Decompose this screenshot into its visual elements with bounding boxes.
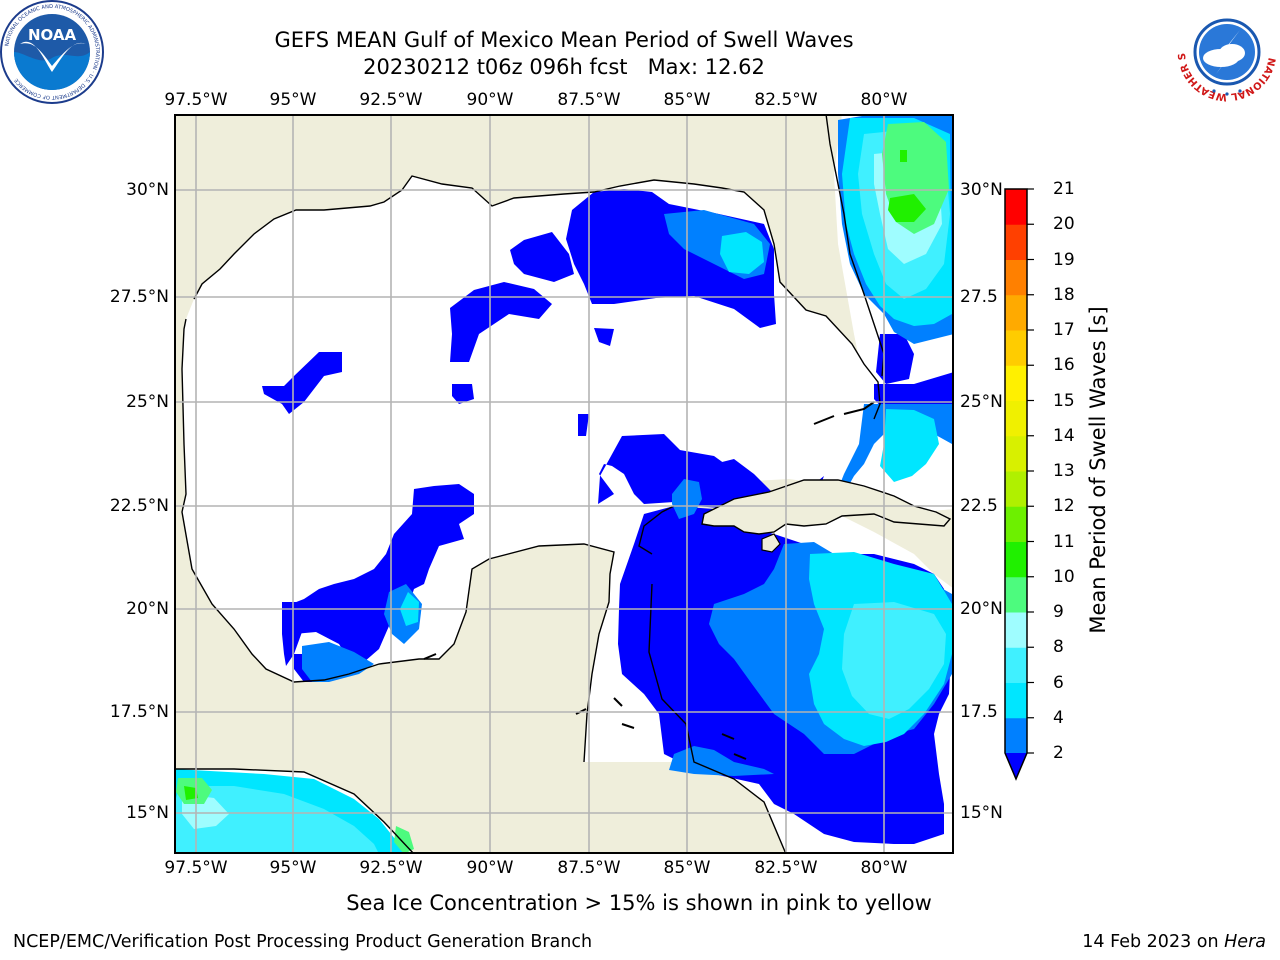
- colorbar-segment: [1005, 365, 1027, 401]
- coastlines: [174, 114, 885, 854]
- colorbar-segment: [1005, 682, 1027, 719]
- lon-label-bottom: 80°W: [860, 858, 908, 878]
- colorbar-tick-label: 2: [1053, 743, 1064, 763]
- colorbar-tick-label: 14: [1053, 425, 1075, 446]
- colorbar-segments: [1005, 189, 1027, 779]
- lon-label-top: 80°W: [860, 90, 908, 110]
- noaa-logo: NATIONAL OCEANIC AND ATMOSPHERIC ADMINIS…: [0, 0, 104, 104]
- map-frame: [174, 114, 954, 854]
- lon-label-top: 82.5°W: [754, 90, 818, 110]
- colorbar-tick-label: 15: [1053, 390, 1075, 411]
- lon-label-bottom: 82.5°W: [754, 858, 818, 878]
- colorbar: [1004, 188, 1034, 781]
- lon-label-bottom: 92.5°W: [359, 858, 423, 878]
- date-text: 14 Feb 2023 on: [1082, 932, 1225, 952]
- colorbar-segment: [1005, 576, 1027, 613]
- colorbar-segment: [1005, 647, 1027, 683]
- graticule: [174, 114, 954, 854]
- colorbar-tick-label: 8: [1053, 637, 1064, 658]
- lon-label-bottom: 87.5°W: [557, 858, 621, 878]
- colorbar-label: Mean Period of Swell Waves [s]: [1086, 306, 1110, 634]
- lat-label-right: 20°N: [960, 599, 1003, 619]
- isle-of-youth: [761, 533, 781, 553]
- sea-ice-footnote: Sea Ice Concentration > 15% is shown in …: [346, 891, 932, 915]
- colorbar-tick-label: 18: [1053, 284, 1075, 305]
- colorbar-segment: [1005, 224, 1027, 260]
- colorbar-segment: [1005, 435, 1027, 472]
- lat-label-left: 22.5°N: [109, 496, 169, 516]
- chart-title: GEFS MEAN Gulf of Mexico Mean Period of …: [274, 28, 854, 52]
- chart-subtitle: 20230212 t06z 096h fcst Max: 12.62: [363, 55, 765, 79]
- lat-label-left: 27.5°N: [109, 287, 169, 307]
- colorbar-segment: [1005, 717, 1027, 754]
- colorbar-tick-label: 20: [1053, 214, 1075, 235]
- colorbar-tick-label: 21: [1053, 179, 1075, 199]
- lon-label-top: 85°W: [663, 90, 711, 110]
- lon-label-bottom: 95°W: [269, 858, 317, 878]
- lat-label-right: 17.5: [960, 702, 998, 722]
- colorbar-tick-label: 13: [1053, 461, 1075, 481]
- generation-date: 14 Feb 2023 on Hera: [1082, 932, 1266, 952]
- colorbar-segment: [1005, 541, 1027, 578]
- colorbar-segment: [1005, 330, 1027, 366]
- colorbar-tick-label: 11: [1053, 531, 1075, 552]
- colorbar-tick-label: 9: [1053, 602, 1064, 622]
- colorbar-segment: [1005, 294, 1027, 331]
- lon-label-top: 97.5°W: [164, 90, 228, 110]
- lat-label-right: 30°N: [960, 180, 1003, 200]
- colorbar-tick-label: 10: [1053, 566, 1075, 587]
- lat-label-right: 15°N: [960, 803, 1003, 823]
- colorbar-segment: [1005, 400, 1027, 437]
- producer-credit: NCEP/EMC/Verification Post Processing Pr…: [13, 932, 593, 952]
- colorbar-segment: [1005, 189, 1027, 225]
- lat-label-left: 30°N: [126, 180, 169, 200]
- colorbar-ticks: [1027, 188, 1034, 754]
- colorbar-extend-min: [1005, 753, 1027, 779]
- keys-islets: [423, 401, 875, 760]
- lat-label-left: 15°N: [126, 803, 169, 823]
- lon-label-bottom: 90°W: [466, 858, 514, 878]
- colorbar-segment: [1005, 612, 1027, 648]
- swell-period-map: [174, 114, 954, 854]
- colorbar-tick-label: 16: [1053, 355, 1075, 376]
- lon-label-bottom: 85°W: [663, 858, 711, 878]
- lat-label-left: 17.5°N: [109, 702, 169, 722]
- lat-label-left: 25°N: [126, 392, 169, 412]
- noaa-logo-text: NOAA: [28, 26, 77, 44]
- lon-label-top: 92.5°W: [359, 90, 423, 110]
- nws-logo: NATIONAL WEATHER SERVICE: [1174, 0, 1278, 103]
- lat-label-right: 27.5: [960, 287, 998, 307]
- lon-label-top: 87.5°W: [557, 90, 621, 110]
- colorbar-tick-label: 12: [1053, 496, 1075, 517]
- lat-label-right: 22.5: [960, 496, 998, 516]
- lon-label-top: 90°W: [466, 90, 514, 110]
- colorbar-tick-label: 4: [1053, 707, 1064, 728]
- swell-11-12s-areas: [184, 150, 926, 800]
- colorbar-segment: [1005, 506, 1027, 542]
- lat-label-right: 25°N: [960, 392, 1003, 412]
- colorbar-segment: [1005, 259, 1027, 296]
- lon-label-top: 95°W: [269, 90, 317, 110]
- colorbar-outline: [1004, 188, 1028, 781]
- colorbar-tick-label: 17: [1053, 320, 1075, 340]
- colorbar-tick-label: 6: [1053, 672, 1064, 693]
- cuba-land: [701, 479, 952, 535]
- colorbar-segment: [1005, 471, 1027, 507]
- lat-label-left: 20°N: [126, 599, 169, 619]
- system-name: Hera: [1224, 932, 1266, 952]
- colorbar-tick-label: 19: [1053, 249, 1075, 270]
- lon-label-bottom: 97.5°W: [164, 858, 228, 878]
